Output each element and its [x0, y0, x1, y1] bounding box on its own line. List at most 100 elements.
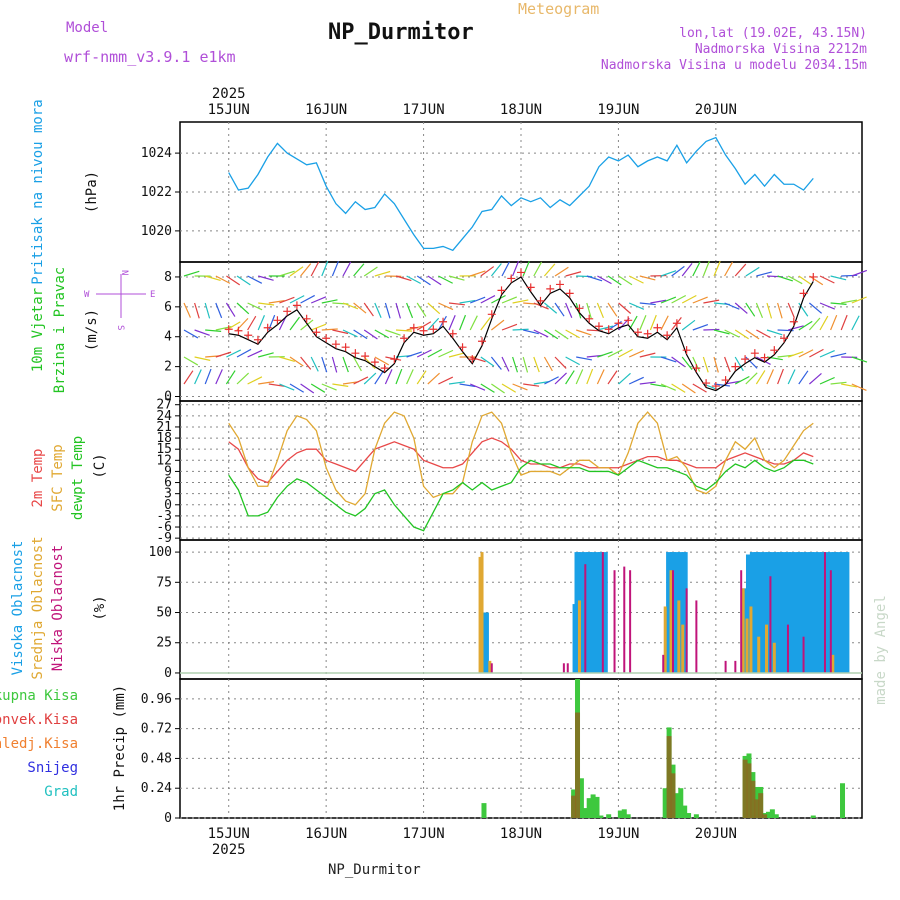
wind-arrow: [490, 356, 502, 370]
wind-arrow: [523, 329, 539, 335]
wind-arrow: [491, 294, 506, 304]
wind-arrow: [416, 370, 427, 385]
model-value: wrf-nmm_v3.9.1 e1km: [64, 48, 236, 66]
cloud-bar-0: [843, 552, 850, 673]
temp-line-2: [228, 459, 814, 532]
y-tick-label-pressure: 1024: [141, 146, 172, 161]
wind-arrow: [576, 356, 593, 361]
wind-arrow: [289, 356, 304, 367]
y-tick-label-wind: 8: [164, 270, 172, 285]
wind-arrow: [639, 381, 656, 385]
wind-arrow: [363, 302, 374, 317]
wind-arrow: [660, 270, 677, 277]
wind-arrow: [258, 302, 275, 306]
wind-arrow: [374, 302, 382, 318]
wind-arrow: [501, 383, 517, 393]
wind-arrow: [416, 349, 432, 358]
precip-bar-0: [582, 808, 588, 818]
wind-arrow: [342, 261, 352, 277]
precip-bar-0: [617, 810, 623, 818]
y-tick-label-precip: 0.48: [141, 751, 172, 766]
wind-arrow: [681, 356, 693, 370]
cloud-bar-0: [677, 552, 684, 673]
wind-gust-marker: [575, 304, 584, 313]
wind-arrow: [331, 260, 339, 277]
wind-arrow: [607, 275, 622, 286]
ylabel-temp-dewpt: dewpt Temp: [70, 436, 86, 520]
precip-bar-0: [598, 815, 604, 818]
wind-arrow: [618, 302, 632, 314]
wind-gust-marker: [302, 314, 311, 323]
wind-arrow: [226, 349, 242, 358]
cloud-bar-0: [773, 552, 780, 673]
wind-gust-marker: [341, 343, 350, 352]
wind-arrow: [851, 269, 868, 277]
cloud-bar-1: [765, 624, 769, 673]
cloud-bar-0: [804, 552, 811, 673]
precip-legend-4: Grad: [44, 784, 78, 800]
precip-bar-0: [674, 793, 680, 818]
temp-line-0: [228, 437, 814, 484]
wind-arrow: [692, 296, 708, 304]
wind-arrow: [395, 329, 413, 332]
wind-gust-marker: [361, 352, 370, 361]
wind-arrow: [554, 372, 567, 385]
wind-arrow: [438, 302, 454, 311]
wind-arrow: [374, 329, 390, 339]
wind-arrow: [300, 319, 314, 331]
y-tick-label-precip: 0.24: [141, 781, 172, 796]
cloud-bar-0: [835, 552, 842, 673]
wind-arrow: [226, 275, 241, 286]
wind-arrow: [702, 356, 709, 373]
cloud-bar-1: [749, 606, 753, 673]
compass-cross: [96, 274, 146, 318]
wind-arrow: [183, 329, 199, 339]
cloud-bar-0: [792, 552, 799, 673]
cloud-bar-2: [601, 552, 604, 673]
precip-bar-0: [662, 788, 668, 818]
wind-arrow: [522, 260, 530, 277]
wind-arrow: [194, 302, 200, 319]
cloud-bar-0: [666, 552, 673, 673]
wind-arrow: [247, 349, 263, 358]
cloud-bar-0: [769, 552, 776, 673]
wind-arrow: [448, 275, 465, 281]
cloud-bar-0: [749, 552, 756, 673]
wind-arrow: [236, 348, 252, 358]
ylabel-wind-1: 10m Vjetar: [30, 288, 46, 372]
wind-gust-marker: [682, 346, 691, 355]
wind-arrow: [809, 348, 824, 358]
precip-legend-2: Zaledj.Kisa: [0, 736, 78, 752]
wind-arrow: [257, 315, 266, 331]
wind-arrow: [289, 295, 305, 304]
wind-arrow: [713, 329, 730, 335]
wind-arrow: [247, 376, 263, 385]
y-tick-label-wind: 0: [164, 390, 172, 405]
wind-arrow: [342, 302, 359, 310]
wind-arrow: [279, 270, 295, 277]
wind-arrow: [363, 372, 377, 385]
wind-arrow: [575, 369, 584, 385]
x-tick-label-bottom: 17JUN: [402, 826, 444, 842]
y-tick-label-clouds: 50: [156, 606, 172, 621]
wind-arrow: [745, 372, 758, 385]
wind-gust-marker: [614, 319, 623, 328]
wind-gust-marker: [536, 296, 545, 305]
y-tick-label-temperature: 0: [164, 498, 172, 513]
wind-arrow: [766, 369, 774, 385]
wind-gust-marker: [780, 334, 789, 343]
wind-arrow: [565, 370, 575, 385]
cloud-bar-2: [562, 663, 565, 673]
wind-arrow: [586, 368, 594, 385]
wind-gust-marker: [643, 329, 652, 338]
year-label-bottom: 2025: [212, 842, 246, 858]
wind-arrow: [756, 329, 771, 339]
wind-arrow: [459, 383, 476, 388]
precip-bar-0: [693, 814, 699, 818]
y-tick-label-temperature: -9: [156, 531, 172, 546]
wind-arrow: [554, 329, 569, 340]
wind-arrow: [819, 349, 835, 358]
wind-arrow: [734, 356, 744, 372]
cloud-bar-1: [663, 606, 667, 673]
y-tick-label-clouds: 75: [156, 575, 172, 590]
